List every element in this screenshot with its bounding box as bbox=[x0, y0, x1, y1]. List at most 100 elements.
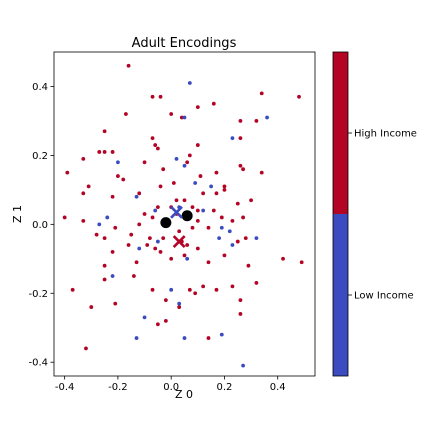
high-income-point bbox=[163, 318, 168, 323]
high-income-point bbox=[206, 260, 211, 265]
high-income-point bbox=[195, 218, 200, 223]
high-income-point bbox=[102, 150, 107, 154]
high-income-point bbox=[190, 225, 195, 230]
high-income-point bbox=[238, 119, 243, 123]
high-income-point bbox=[195, 143, 200, 147]
high-income-point bbox=[195, 246, 200, 251]
high-income-point bbox=[113, 225, 118, 230]
high-income-point bbox=[102, 129, 107, 134]
high-income-point bbox=[299, 260, 304, 265]
high-income-point bbox=[171, 181, 176, 185]
high-income-point bbox=[155, 205, 160, 210]
chart-title: Adult Encodings bbox=[132, 36, 237, 51]
low-income-point bbox=[116, 160, 120, 165]
high-income-point bbox=[161, 167, 166, 172]
high-income-point bbox=[113, 301, 118, 306]
centroid-circle-marker bbox=[160, 217, 172, 229]
high-income-point bbox=[137, 191, 142, 196]
high-income-point bbox=[153, 246, 158, 251]
high-income-point bbox=[65, 170, 70, 175]
high-income-point bbox=[158, 184, 163, 189]
high-income-point bbox=[124, 112, 128, 116]
low-income-point bbox=[219, 332, 224, 337]
high-income-point bbox=[238, 163, 243, 168]
x-tick-label: 0.4 bbox=[270, 382, 286, 393]
high-income-point bbox=[182, 198, 187, 203]
high-income-point bbox=[174, 198, 179, 203]
high-income-point bbox=[190, 205, 195, 210]
high-income-point bbox=[169, 256, 174, 261]
high-income-point bbox=[238, 312, 243, 316]
high-income-point bbox=[179, 115, 184, 120]
high-income-point bbox=[70, 287, 75, 292]
high-income-point bbox=[201, 284, 206, 289]
low-income-point bbox=[110, 274, 115, 278]
high-income-point bbox=[110, 250, 115, 254]
high-income-point bbox=[214, 287, 219, 292]
low-income-point bbox=[182, 336, 187, 340]
x-tick-label: 0.2 bbox=[216, 382, 232, 393]
low-income-point bbox=[174, 156, 179, 161]
high-income-point bbox=[201, 191, 206, 196]
low-income-point bbox=[182, 163, 187, 168]
high-income-point bbox=[241, 167, 245, 172]
high-income-point bbox=[142, 160, 147, 165]
high-income-point bbox=[195, 208, 200, 213]
low-income-point bbox=[230, 243, 235, 247]
high-income-point bbox=[62, 215, 67, 220]
y-tick-label: 0.0 bbox=[32, 220, 48, 231]
low-income-point bbox=[254, 236, 259, 241]
low-income-point bbox=[201, 208, 206, 213]
low-income-point bbox=[182, 115, 187, 120]
high-income-point bbox=[86, 184, 91, 189]
low-income-point bbox=[193, 181, 198, 185]
high-income-point bbox=[230, 284, 235, 289]
high-income-point bbox=[102, 236, 107, 241]
high-income-point bbox=[145, 243, 150, 247]
high-income-point bbox=[238, 136, 243, 141]
high-income-point bbox=[110, 150, 115, 154]
high-income-point bbox=[81, 191, 86, 196]
centroid-x-marker bbox=[170, 205, 183, 219]
high-income-point bbox=[84, 346, 88, 351]
high-income-point bbox=[281, 256, 285, 261]
high-income-point bbox=[137, 222, 142, 227]
high-income-point bbox=[297, 94, 301, 99]
colorbar-frame bbox=[332, 51, 349, 377]
low-income-point bbox=[209, 184, 214, 189]
colorbar-label-high: High Income bbox=[354, 129, 417, 140]
colorbar-label-low: Low Income bbox=[354, 291, 414, 302]
low-income-point bbox=[134, 336, 139, 340]
high-income-point bbox=[129, 232, 134, 237]
y-tick-label: -0.4 bbox=[28, 358, 48, 369]
high-income-point bbox=[147, 236, 152, 241]
high-income-point bbox=[150, 136, 155, 141]
high-income-point bbox=[211, 101, 216, 106]
high-income-point bbox=[241, 215, 245, 220]
high-income-point bbox=[126, 63, 131, 68]
centroid-x-marker bbox=[172, 235, 186, 248]
high-income-point bbox=[254, 119, 259, 123]
high-income-point bbox=[214, 191, 219, 196]
high-income-point bbox=[206, 336, 211, 340]
high-income-point bbox=[102, 263, 107, 268]
x-tick-label: -0.2 bbox=[108, 382, 128, 393]
low-income-point bbox=[227, 229, 232, 234]
x-tick-label: 0.0 bbox=[163, 382, 179, 393]
low-income-point bbox=[241, 363, 245, 368]
high-income-point bbox=[110, 194, 115, 199]
high-income-point bbox=[249, 198, 253, 203]
low-income-point bbox=[230, 136, 235, 141]
high-income-point bbox=[177, 305, 182, 309]
high-income-point bbox=[116, 174, 120, 178]
high-income-point bbox=[182, 253, 187, 258]
low-income-point bbox=[187, 81, 192, 85]
high-income-point bbox=[153, 143, 158, 147]
high-income-point bbox=[158, 250, 163, 254]
high-income-point bbox=[102, 277, 107, 282]
colorbar-high-band bbox=[333, 52, 348, 214]
y-tick-label: 0.4 bbox=[32, 82, 48, 93]
high-income-point bbox=[185, 160, 190, 165]
high-income-point bbox=[259, 91, 264, 96]
high-income-point bbox=[158, 94, 163, 99]
